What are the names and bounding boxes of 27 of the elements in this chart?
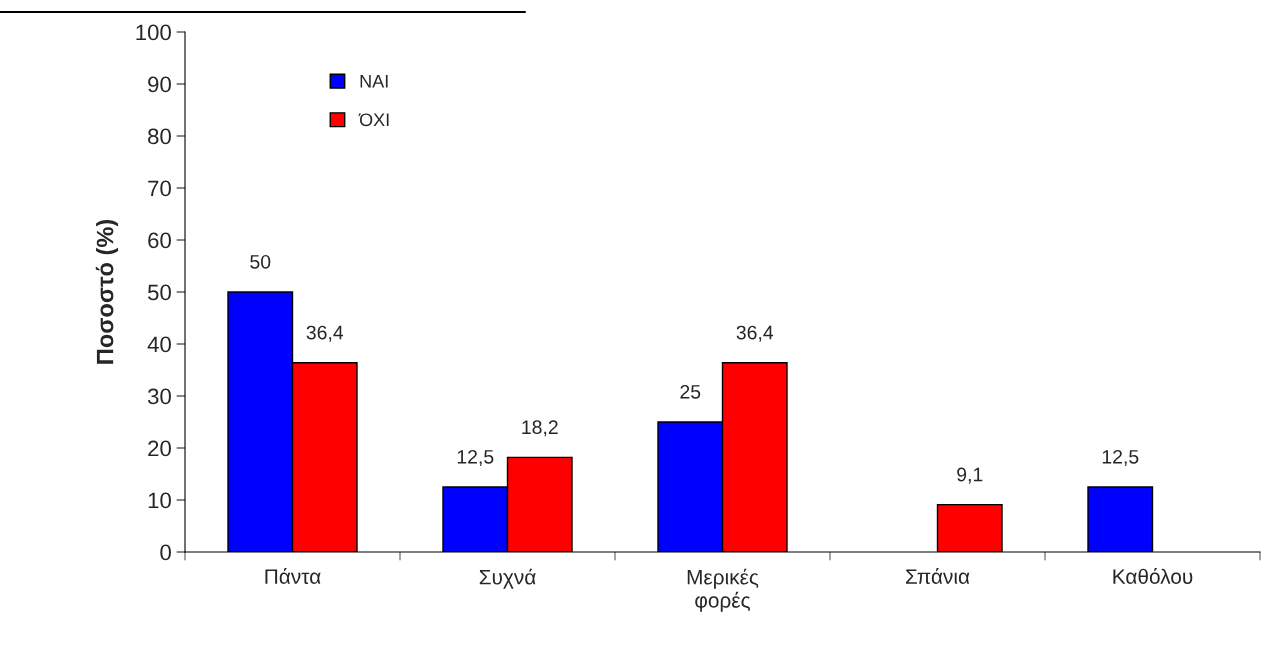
data-label: 9,1 <box>957 467 983 484</box>
y-tick-label: 50 <box>147 284 171 301</box>
y-tick-label: 30 <box>147 388 171 405</box>
y-tick-label: 0 <box>160 544 171 561</box>
y-axis-title: Ποσοστό (%) <box>95 219 119 364</box>
data-label: 36,4 <box>736 325 774 342</box>
x-tick-label: Καθόλου <box>1113 568 1193 584</box>
data-label: 36,4 <box>306 325 344 342</box>
legend-label: ΌΧΙ <box>358 113 389 127</box>
y-tick-label: 10 <box>148 492 171 509</box>
data-label: 12,5 <box>1102 449 1139 467</box>
x-tick-label: Συχνά <box>479 568 536 589</box>
data-label: 12,5 <box>457 449 494 467</box>
data-label: 25 <box>680 384 701 399</box>
x-tick-label: Μερικές φορές <box>687 568 759 612</box>
y-tick-label: 20 <box>148 440 171 457</box>
y-tick-label: 90 <box>148 76 171 93</box>
x-tick-label: Σπάνια <box>906 568 970 584</box>
y-tick-label: 80 <box>148 128 171 145</box>
y-tick-label: 60 <box>148 232 171 249</box>
y-tick-label: 70 <box>148 180 171 197</box>
y-tick-label: 100 <box>136 24 171 41</box>
x-tick-label: Πάντα <box>265 568 321 584</box>
data-label: 50 <box>250 254 271 269</box>
legend-label: ΝΑΙ <box>360 75 388 88</box>
data-label: 18,2 <box>522 420 558 437</box>
y-tick-label: 40 <box>147 336 171 353</box>
